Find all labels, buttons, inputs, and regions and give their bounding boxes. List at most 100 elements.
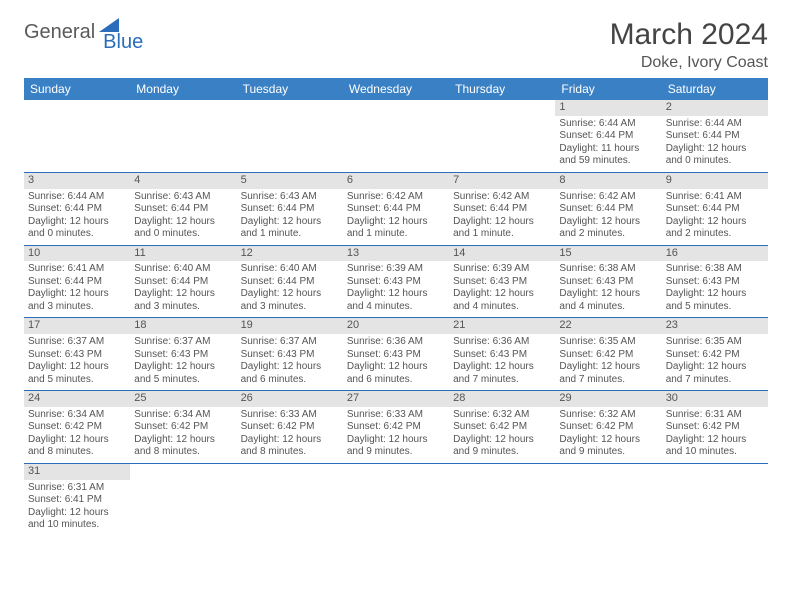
calendar-day-cell: 18Sunrise: 6:37 AMSunset: 6:43 PMDayligh… (130, 318, 236, 391)
day-number: 7 (449, 173, 555, 189)
daylight-text: and 1 minute. (241, 228, 339, 241)
title-block: March 2024 Doke, Ivory Coast (610, 18, 768, 72)
day-number: 1 (555, 100, 661, 116)
daylight-text: Daylight: 12 hours (347, 434, 445, 447)
sunset-text: Sunset: 6:44 PM (666, 203, 764, 216)
day-number: 8 (555, 173, 661, 189)
calendar-week-row: 10Sunrise: 6:41 AMSunset: 6:44 PMDayligh… (24, 245, 768, 318)
sunrise-text: Sunrise: 6:44 AM (559, 118, 657, 131)
daylight-text: and 1 minute. (453, 228, 551, 241)
daylight-text: Daylight: 12 hours (134, 361, 232, 374)
sunset-text: Sunset: 6:44 PM (559, 130, 657, 143)
daylight-text: and 5 minutes. (666, 301, 764, 314)
sunset-text: Sunset: 6:42 PM (453, 421, 551, 434)
sunrise-text: Sunrise: 6:42 AM (347, 191, 445, 204)
calendar-day-cell (343, 100, 449, 172)
sunrise-text: Sunrise: 6:44 AM (666, 118, 764, 131)
sunset-text: Sunset: 6:44 PM (666, 130, 764, 143)
sunrise-text: Sunrise: 6:42 AM (559, 191, 657, 204)
daylight-text: Daylight: 12 hours (241, 216, 339, 229)
calendar-day-cell (449, 463, 555, 535)
calendar-day-cell: 3Sunrise: 6:44 AMSunset: 6:44 PMDaylight… (24, 172, 130, 245)
calendar-day-cell (24, 100, 130, 172)
sunrise-text: Sunrise: 6:37 AM (28, 336, 126, 349)
sunrise-text: Sunrise: 6:37 AM (134, 336, 232, 349)
calendar-day-cell: 9Sunrise: 6:41 AMSunset: 6:44 PMDaylight… (662, 172, 768, 245)
sunset-text: Sunset: 6:43 PM (347, 276, 445, 289)
daylight-text: and 7 minutes. (559, 374, 657, 387)
sunset-text: Sunset: 6:42 PM (666, 349, 764, 362)
sunset-text: Sunset: 6:44 PM (28, 203, 126, 216)
calendar-day-cell: 24Sunrise: 6:34 AMSunset: 6:42 PMDayligh… (24, 391, 130, 464)
sunrise-text: Sunrise: 6:42 AM (453, 191, 551, 204)
daylight-text: Daylight: 12 hours (666, 361, 764, 374)
calendar-day-cell: 13Sunrise: 6:39 AMSunset: 6:43 PMDayligh… (343, 245, 449, 318)
day-number: 31 (24, 464, 130, 480)
sunset-text: Sunset: 6:43 PM (347, 349, 445, 362)
sunset-text: Sunset: 6:43 PM (241, 349, 339, 362)
calendar-week-row: 31Sunrise: 6:31 AMSunset: 6:41 PMDayligh… (24, 463, 768, 535)
logo-text-1: General (24, 21, 95, 44)
calendar-day-cell: 6Sunrise: 6:42 AMSunset: 6:44 PMDaylight… (343, 172, 449, 245)
daylight-text: and 9 minutes. (559, 446, 657, 459)
day-number: 30 (662, 391, 768, 407)
daylight-text: and 0 minutes. (666, 155, 764, 168)
daylight-text: and 4 minutes. (559, 301, 657, 314)
calendar-week-row: 24Sunrise: 6:34 AMSunset: 6:42 PMDayligh… (24, 391, 768, 464)
daylight-text: Daylight: 11 hours (559, 143, 657, 156)
daylight-text: and 7 minutes. (666, 374, 764, 387)
sunrise-text: Sunrise: 6:37 AM (241, 336, 339, 349)
daylight-text: Daylight: 12 hours (134, 288, 232, 301)
daylight-text: and 4 minutes. (453, 301, 551, 314)
sunset-text: Sunset: 6:43 PM (453, 276, 551, 289)
daylight-text: and 1 minute. (347, 228, 445, 241)
daylight-text: Daylight: 12 hours (453, 216, 551, 229)
daylight-text: Daylight: 12 hours (28, 288, 126, 301)
sunrise-text: Sunrise: 6:35 AM (559, 336, 657, 349)
day-number: 24 (24, 391, 130, 407)
sunset-text: Sunset: 6:43 PM (559, 276, 657, 289)
day-number: 12 (237, 246, 343, 262)
sunrise-text: Sunrise: 6:32 AM (559, 409, 657, 422)
daylight-text: and 0 minutes. (28, 228, 126, 241)
calendar-day-cell: 14Sunrise: 6:39 AMSunset: 6:43 PMDayligh… (449, 245, 555, 318)
day-number: 18 (130, 318, 236, 334)
daylight-text: and 9 minutes. (453, 446, 551, 459)
sunset-text: Sunset: 6:42 PM (241, 421, 339, 434)
calendar-table: Sunday Monday Tuesday Wednesday Thursday… (24, 78, 768, 536)
daylight-text: and 0 minutes. (134, 228, 232, 241)
calendar-day-cell (343, 463, 449, 535)
sunset-text: Sunset: 6:42 PM (134, 421, 232, 434)
calendar-day-cell (449, 100, 555, 172)
weekday-header: Wednesday (343, 78, 449, 100)
calendar-day-cell: 21Sunrise: 6:36 AMSunset: 6:43 PMDayligh… (449, 318, 555, 391)
daylight-text: Daylight: 12 hours (241, 434, 339, 447)
calendar-day-cell (130, 463, 236, 535)
sunrise-text: Sunrise: 6:43 AM (241, 191, 339, 204)
daylight-text: Daylight: 12 hours (666, 434, 764, 447)
weekday-header: Tuesday (237, 78, 343, 100)
daylight-text: and 4 minutes. (347, 301, 445, 314)
calendar-day-cell: 23Sunrise: 6:35 AMSunset: 6:42 PMDayligh… (662, 318, 768, 391)
calendar-week-row: 17Sunrise: 6:37 AMSunset: 6:43 PMDayligh… (24, 318, 768, 391)
sunset-text: Sunset: 6:42 PM (28, 421, 126, 434)
day-number: 19 (237, 318, 343, 334)
sunset-text: Sunset: 6:44 PM (241, 276, 339, 289)
sunset-text: Sunset: 6:44 PM (28, 276, 126, 289)
daylight-text: and 3 minutes. (241, 301, 339, 314)
weekday-header: Monday (130, 78, 236, 100)
calendar-day-cell: 22Sunrise: 6:35 AMSunset: 6:42 PMDayligh… (555, 318, 661, 391)
daylight-text: Daylight: 12 hours (559, 216, 657, 229)
sunrise-text: Sunrise: 6:34 AM (134, 409, 232, 422)
sunset-text: Sunset: 6:42 PM (666, 421, 764, 434)
daylight-text: Daylight: 12 hours (666, 143, 764, 156)
calendar-day-cell: 19Sunrise: 6:37 AMSunset: 6:43 PMDayligh… (237, 318, 343, 391)
weekday-header-row: Sunday Monday Tuesday Wednesday Thursday… (24, 78, 768, 100)
header: General Blue March 2024 Doke, Ivory Coas… (24, 18, 768, 72)
sunrise-text: Sunrise: 6:40 AM (134, 263, 232, 276)
sunrise-text: Sunrise: 6:36 AM (453, 336, 551, 349)
calendar-day-cell: 7Sunrise: 6:42 AMSunset: 6:44 PMDaylight… (449, 172, 555, 245)
day-number: 9 (662, 173, 768, 189)
sunset-text: Sunset: 6:44 PM (134, 203, 232, 216)
daylight-text: Daylight: 12 hours (559, 434, 657, 447)
